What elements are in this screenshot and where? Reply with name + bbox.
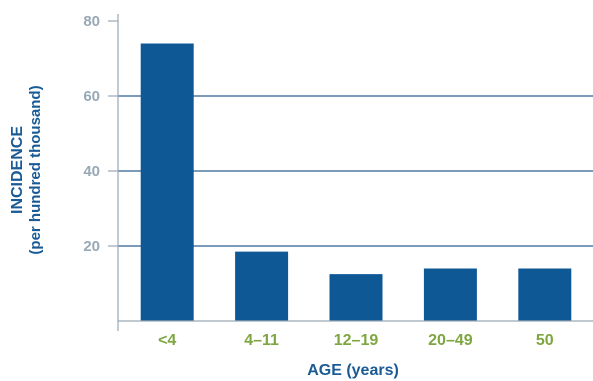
y-axis-title: INCIDENCE bbox=[9, 126, 26, 214]
x-tick-label: 50 bbox=[536, 332, 554, 349]
bar bbox=[423, 268, 477, 321]
x-tick-label: 12–19 bbox=[334, 332, 379, 349]
y-tick-label: 40 bbox=[83, 163, 100, 180]
y-tick-label: 20 bbox=[83, 238, 100, 255]
x-tick-label: <4 bbox=[158, 332, 176, 349]
x-tick-label: 4–11 bbox=[244, 332, 279, 349]
y-tick-labels: 20 40 60 80 bbox=[83, 13, 100, 255]
x-tick-labels: <4 4–11 12–19 20–49 50 bbox=[158, 332, 554, 349]
gridlines bbox=[118, 95, 593, 247]
bar bbox=[518, 268, 572, 321]
x-axis-title: AGE (years) bbox=[307, 362, 399, 379]
bar bbox=[235, 251, 289, 321]
x-tick-label: 20–49 bbox=[428, 332, 473, 349]
y-tick-label: 80 bbox=[83, 13, 100, 30]
axes bbox=[108, 14, 593, 331]
y-axis-subtitle: (per hundred thousand) bbox=[27, 85, 44, 254]
bar bbox=[329, 274, 383, 321]
y-tick-label: 60 bbox=[83, 88, 100, 105]
bar bbox=[140, 43, 194, 321]
bars bbox=[140, 43, 572, 321]
